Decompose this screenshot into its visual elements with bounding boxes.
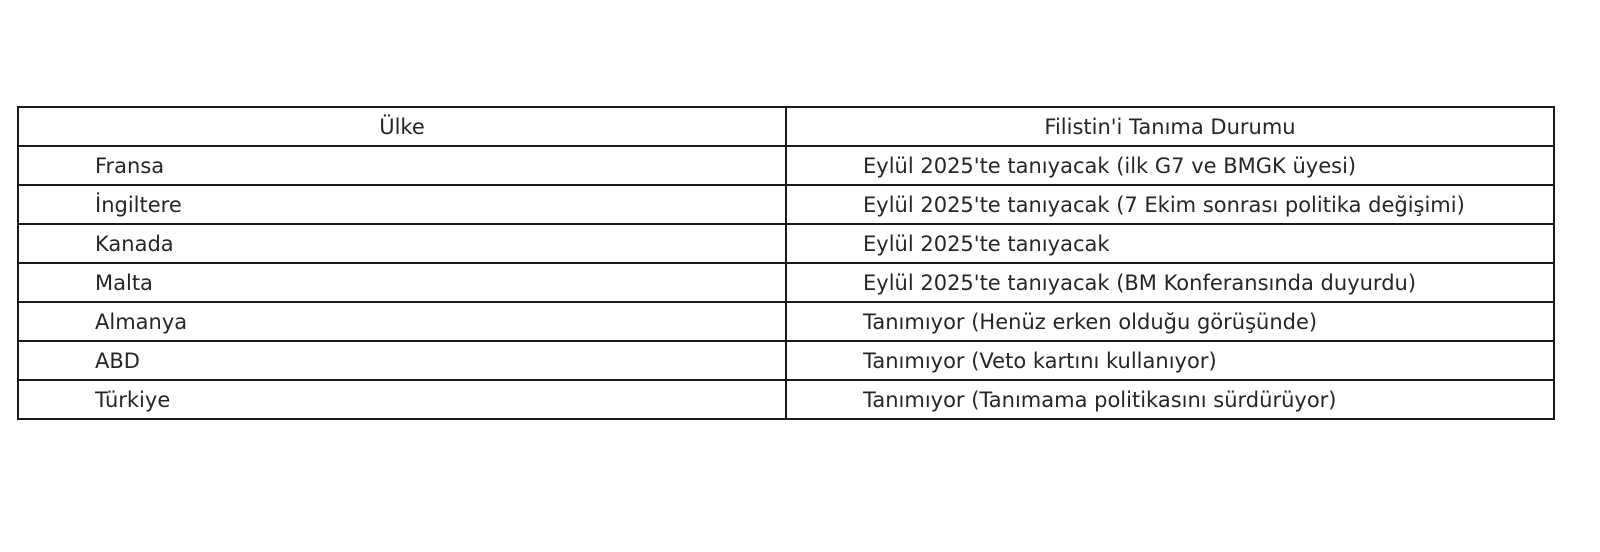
table-row: Kanada Eylül 2025'te tanıyacak <box>17 223 1555 264</box>
status-cell: Eylül 2025'te tanıyacak (ilk G7 ve BMGK … <box>785 145 1555 186</box>
country-cell: ABD <box>17 340 787 381</box>
country-cell: İngiltere <box>17 184 787 225</box>
header-country: Ülke <box>17 106 787 147</box>
status-cell: Tanımıyor (Veto kartını kullanıyor) <box>785 340 1555 381</box>
table-row: ABD Tanımıyor (Veto kartını kullanıyor) <box>17 340 1555 381</box>
header-status: Filistin'i Tanıma Durumu <box>785 106 1555 147</box>
table-row: Malta Eylül 2025'te tanıyacak (BM Konfera… <box>17 262 1555 303</box>
country-cell: Almanya <box>17 301 787 342</box>
country-cell: Fransa <box>17 145 787 186</box>
header-row: Ülke Filistin'i Tanıma Durumu <box>17 106 1555 147</box>
recognition-table: Ülke Filistin'i Tanıma Durumu Fransa Eylü… <box>17 106 1555 420</box>
status-cell: Tanımıyor (Tanımama politikasını sürdürü… <box>785 379 1555 420</box>
table-row: Fransa Eylül 2025'te tanıyacak (ilk G7 ve… <box>17 145 1555 186</box>
table-row: İngiltere Eylül 2025'te tanıyacak (7 Ekim… <box>17 184 1555 225</box>
status-cell: Eylül 2025'te tanıyacak (BM Konferansınd… <box>785 262 1555 303</box>
status-cell: Eylül 2025'te tanıyacak (7 Ekim sonrası … <box>785 184 1555 225</box>
status-cell: Tanımıyor (Henüz erken olduğu görüşünde) <box>785 301 1555 342</box>
status-cell: Eylül 2025'te tanıyacak <box>785 223 1555 264</box>
country-cell: Türkiye <box>17 379 787 420</box>
country-cell: Malta <box>17 262 787 303</box>
table-row: Türkiye Tanımıyor (Tanımama politikasını … <box>17 379 1555 420</box>
country-cell: Kanada <box>17 223 787 264</box>
table-row: Almanya Tanımıyor (Henüz erken olduğu gör… <box>17 301 1555 342</box>
